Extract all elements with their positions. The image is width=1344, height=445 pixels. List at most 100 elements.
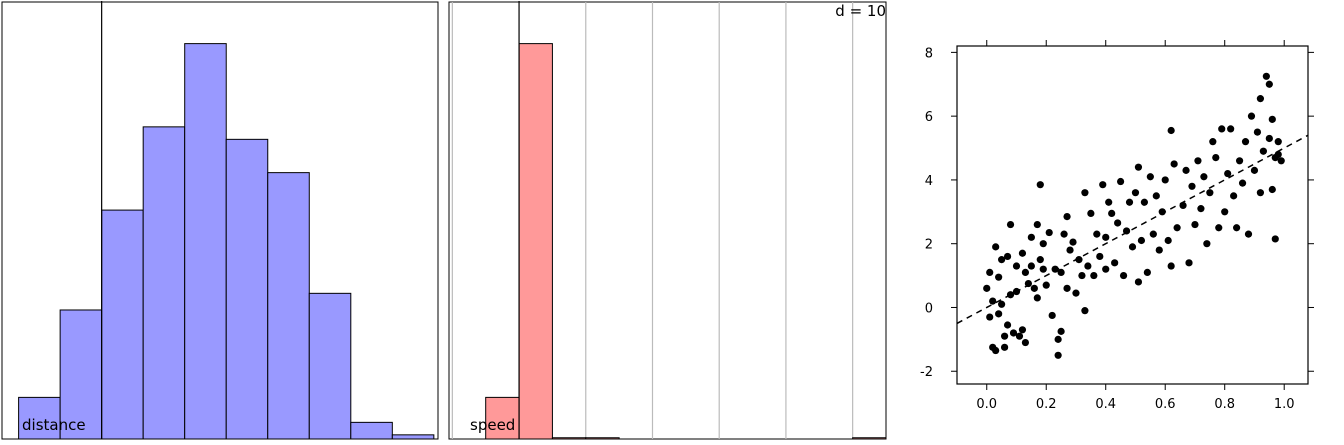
scatter-point	[1206, 189, 1214, 197]
scatter-point	[1003, 252, 1012, 261]
scatter-point	[1081, 189, 1089, 197]
scatter-point	[1221, 208, 1229, 216]
distance-histogram-panel: distance	[1, 1, 439, 440]
histogram-bar	[551, 437, 587, 440]
scatter-point	[995, 273, 1003, 281]
scatter-point	[1256, 189, 1265, 197]
scatter-point	[1030, 284, 1038, 292]
histogram-bar	[267, 172, 310, 440]
scatter-point	[1167, 262, 1175, 270]
histogram-bar	[59, 309, 103, 440]
y-tick-label: 0	[925, 301, 933, 316]
scatter-point	[1173, 224, 1181, 232]
scatter-point	[1238, 179, 1247, 187]
histogram-bar	[225, 138, 269, 440]
histogram-bar	[391, 434, 435, 440]
scatter-point	[998, 300, 1006, 308]
scatter-point	[1108, 209, 1116, 218]
scatter-point	[1075, 256, 1083, 264]
histogram-bar	[852, 437, 887, 440]
scatter-point	[1164, 236, 1172, 245]
scatter-point	[1060, 230, 1068, 238]
scatter-point	[986, 268, 994, 276]
scatter-point	[1218, 125, 1226, 133]
scatter-point	[1134, 278, 1143, 286]
scatter-point	[1119, 271, 1128, 280]
scatter-point	[986, 313, 994, 321]
scatter-point	[1069, 238, 1077, 246]
speed-bars	[485, 43, 887, 440]
scatter-x-axis: 0.0 0.2 0.4 0.6 0.8 1.0	[976, 40, 1295, 412]
x-tick-label: 0.6	[1155, 397, 1176, 412]
scatter-point	[1131, 189, 1140, 197]
scatter-point	[1000, 332, 1009, 340]
scatter-point	[1170, 160, 1178, 168]
scatter-point	[1271, 235, 1279, 243]
scatter-y-axis: -2 0 2 4 6 8	[920, 46, 1314, 380]
scatter-point	[1265, 80, 1273, 88]
scatter-point	[1036, 256, 1044, 264]
scatter-point	[1081, 307, 1089, 315]
scatter-point	[1078, 271, 1086, 280]
histogram-bar	[184, 43, 227, 440]
scatter-point	[1241, 138, 1250, 146]
scatter-point	[1021, 268, 1030, 276]
scatter-point	[995, 310, 1003, 318]
scatter-point	[1143, 268, 1151, 276]
scatter-point	[992, 243, 1000, 251]
scatter-point	[1018, 326, 1027, 334]
scatter-point	[1265, 134, 1273, 143]
scatter-point	[1140, 198, 1148, 206]
scatter-point	[1093, 230, 1101, 238]
scatter-panel: 0.0 0.2 0.4 0.6 0.8 1.0 -2 0 2 4 6 8	[920, 40, 1314, 412]
scatter-point	[1105, 198, 1113, 206]
scatter-point	[1152, 192, 1160, 200]
scatter-point	[1274, 138, 1282, 146]
x-tick-label: 1.0	[1274, 397, 1295, 412]
scatter-point	[1230, 192, 1238, 200]
scatter-point	[1125, 198, 1134, 206]
scatter-point	[998, 256, 1006, 264]
scatter-point	[1039, 240, 1047, 248]
scatter-point	[1194, 157, 1202, 165]
scatter-point	[983, 284, 991, 292]
histogram-bar	[18, 396, 61, 440]
scatter-point	[1057, 268, 1065, 276]
scatter-point	[1084, 262, 1092, 270]
scatter-point	[1250, 166, 1259, 174]
x-tick-label: 0.4	[1095, 397, 1116, 412]
scatter-point	[1188, 182, 1196, 190]
scatter-point	[1212, 154, 1220, 162]
scatter-plot-frame	[956, 45, 1309, 385]
scatter-point	[1185, 259, 1193, 267]
scatter-point	[1209, 138, 1217, 146]
dashed-fit-line	[956, 134, 1309, 325]
y-tick-label: 2	[925, 238, 933, 253]
histogram-bar	[350, 421, 393, 440]
histogram-bar	[101, 209, 144, 440]
scatter-point	[1224, 169, 1232, 178]
scatter-point	[1215, 224, 1223, 232]
scatter-point	[1233, 224, 1241, 232]
scatter-point	[1003, 321, 1012, 329]
scatter-point	[1111, 259, 1119, 267]
histogram-bar	[518, 43, 553, 440]
scatter-point	[1227, 125, 1235, 133]
scatter-point	[1063, 284, 1071, 292]
x-tick-label: 0.2	[1036, 397, 1057, 412]
scatter-point	[1063, 212, 1071, 221]
scatter-point	[1102, 265, 1110, 273]
scatter-point	[1048, 311, 1056, 320]
scatter-point	[1155, 246, 1163, 254]
scatter-point	[1262, 72, 1270, 80]
y-tick-label: 6	[925, 110, 933, 125]
scatter-point	[1033, 294, 1041, 302]
scatter-point	[1072, 289, 1080, 297]
y-tick-label: 4	[925, 174, 933, 189]
scatter-point	[1167, 126, 1175, 135]
scatter-point	[1090, 271, 1098, 280]
scatter-point	[1000, 343, 1009, 351]
x-tick-label: 0.0	[976, 397, 997, 412]
